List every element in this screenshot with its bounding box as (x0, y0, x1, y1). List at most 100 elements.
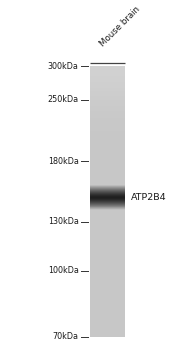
Bar (90, 205, 125, 206)
Text: Mouse brain: Mouse brain (98, 4, 141, 48)
Bar (90, 272, 125, 273)
Bar (90, 231, 125, 232)
Bar (90, 209, 125, 210)
Bar (90, 280, 125, 281)
Bar (90, 233, 125, 234)
Bar (90, 68, 125, 69)
Bar (90, 96, 125, 97)
Bar (90, 139, 125, 140)
Bar (90, 210, 125, 211)
Bar (90, 101, 125, 102)
Bar (90, 73, 125, 74)
Bar (90, 239, 125, 240)
Bar (90, 190, 125, 191)
Bar (90, 95, 125, 96)
Bar (90, 312, 125, 313)
Bar (90, 240, 125, 241)
Bar (90, 314, 125, 315)
Bar (90, 221, 125, 222)
Bar (90, 319, 125, 320)
Bar (90, 206, 125, 207)
Bar (90, 74, 125, 75)
Bar (90, 310, 125, 311)
Bar (90, 152, 125, 153)
Bar (90, 302, 125, 303)
Bar (90, 261, 125, 262)
Bar (90, 330, 125, 331)
Bar (90, 154, 125, 155)
Bar (90, 106, 125, 107)
Bar (90, 289, 125, 290)
Bar (90, 257, 125, 258)
Bar (90, 313, 125, 314)
Bar (90, 175, 125, 176)
Bar (90, 208, 125, 209)
Bar (90, 207, 125, 208)
Bar (90, 197, 125, 198)
Bar (90, 199, 125, 200)
Bar (90, 166, 125, 167)
Bar (90, 133, 125, 134)
Bar (90, 286, 125, 287)
Bar (90, 208, 125, 209)
Bar (90, 154, 125, 155)
Bar (90, 187, 125, 188)
Bar (90, 137, 125, 138)
Bar (90, 241, 125, 242)
Bar (90, 275, 125, 276)
Bar (90, 190, 125, 191)
Bar (90, 300, 125, 301)
Bar (90, 76, 125, 77)
Bar (90, 285, 125, 286)
Bar (90, 170, 125, 171)
Bar (90, 278, 125, 279)
Bar (90, 329, 125, 330)
Bar (90, 262, 125, 263)
Bar (90, 115, 125, 116)
Bar (90, 331, 125, 332)
Bar (90, 252, 125, 253)
Bar (90, 322, 125, 323)
Bar (90, 246, 125, 247)
Bar (90, 206, 125, 207)
Bar (90, 189, 125, 190)
Bar (90, 297, 125, 298)
Bar (90, 260, 125, 261)
Bar (90, 69, 125, 70)
Bar (90, 110, 125, 111)
Bar (90, 198, 125, 199)
Bar (90, 279, 125, 280)
Bar (90, 288, 125, 289)
Bar (90, 326, 125, 327)
Bar (90, 190, 125, 191)
Bar (90, 98, 125, 99)
Bar (90, 81, 125, 82)
Bar (90, 182, 125, 183)
Bar (90, 176, 125, 177)
Bar (90, 199, 125, 201)
Bar (90, 290, 125, 291)
Bar (90, 313, 125, 314)
Bar (90, 204, 125, 205)
Bar (90, 325, 125, 326)
Bar (90, 223, 125, 224)
Bar (90, 201, 125, 202)
Bar (90, 146, 125, 147)
Bar (90, 209, 125, 211)
Bar (90, 317, 125, 318)
Bar (90, 193, 125, 194)
Bar (90, 195, 125, 196)
Bar (90, 190, 125, 191)
Bar (90, 117, 125, 118)
Bar (90, 87, 125, 88)
Bar (90, 201, 125, 202)
Bar (90, 229, 125, 230)
Bar (90, 253, 125, 254)
Bar (90, 281, 125, 282)
Bar (90, 188, 125, 189)
Bar (90, 144, 125, 145)
Bar (90, 105, 125, 106)
Bar (90, 202, 125, 203)
Bar (90, 234, 125, 235)
Bar (90, 189, 125, 190)
